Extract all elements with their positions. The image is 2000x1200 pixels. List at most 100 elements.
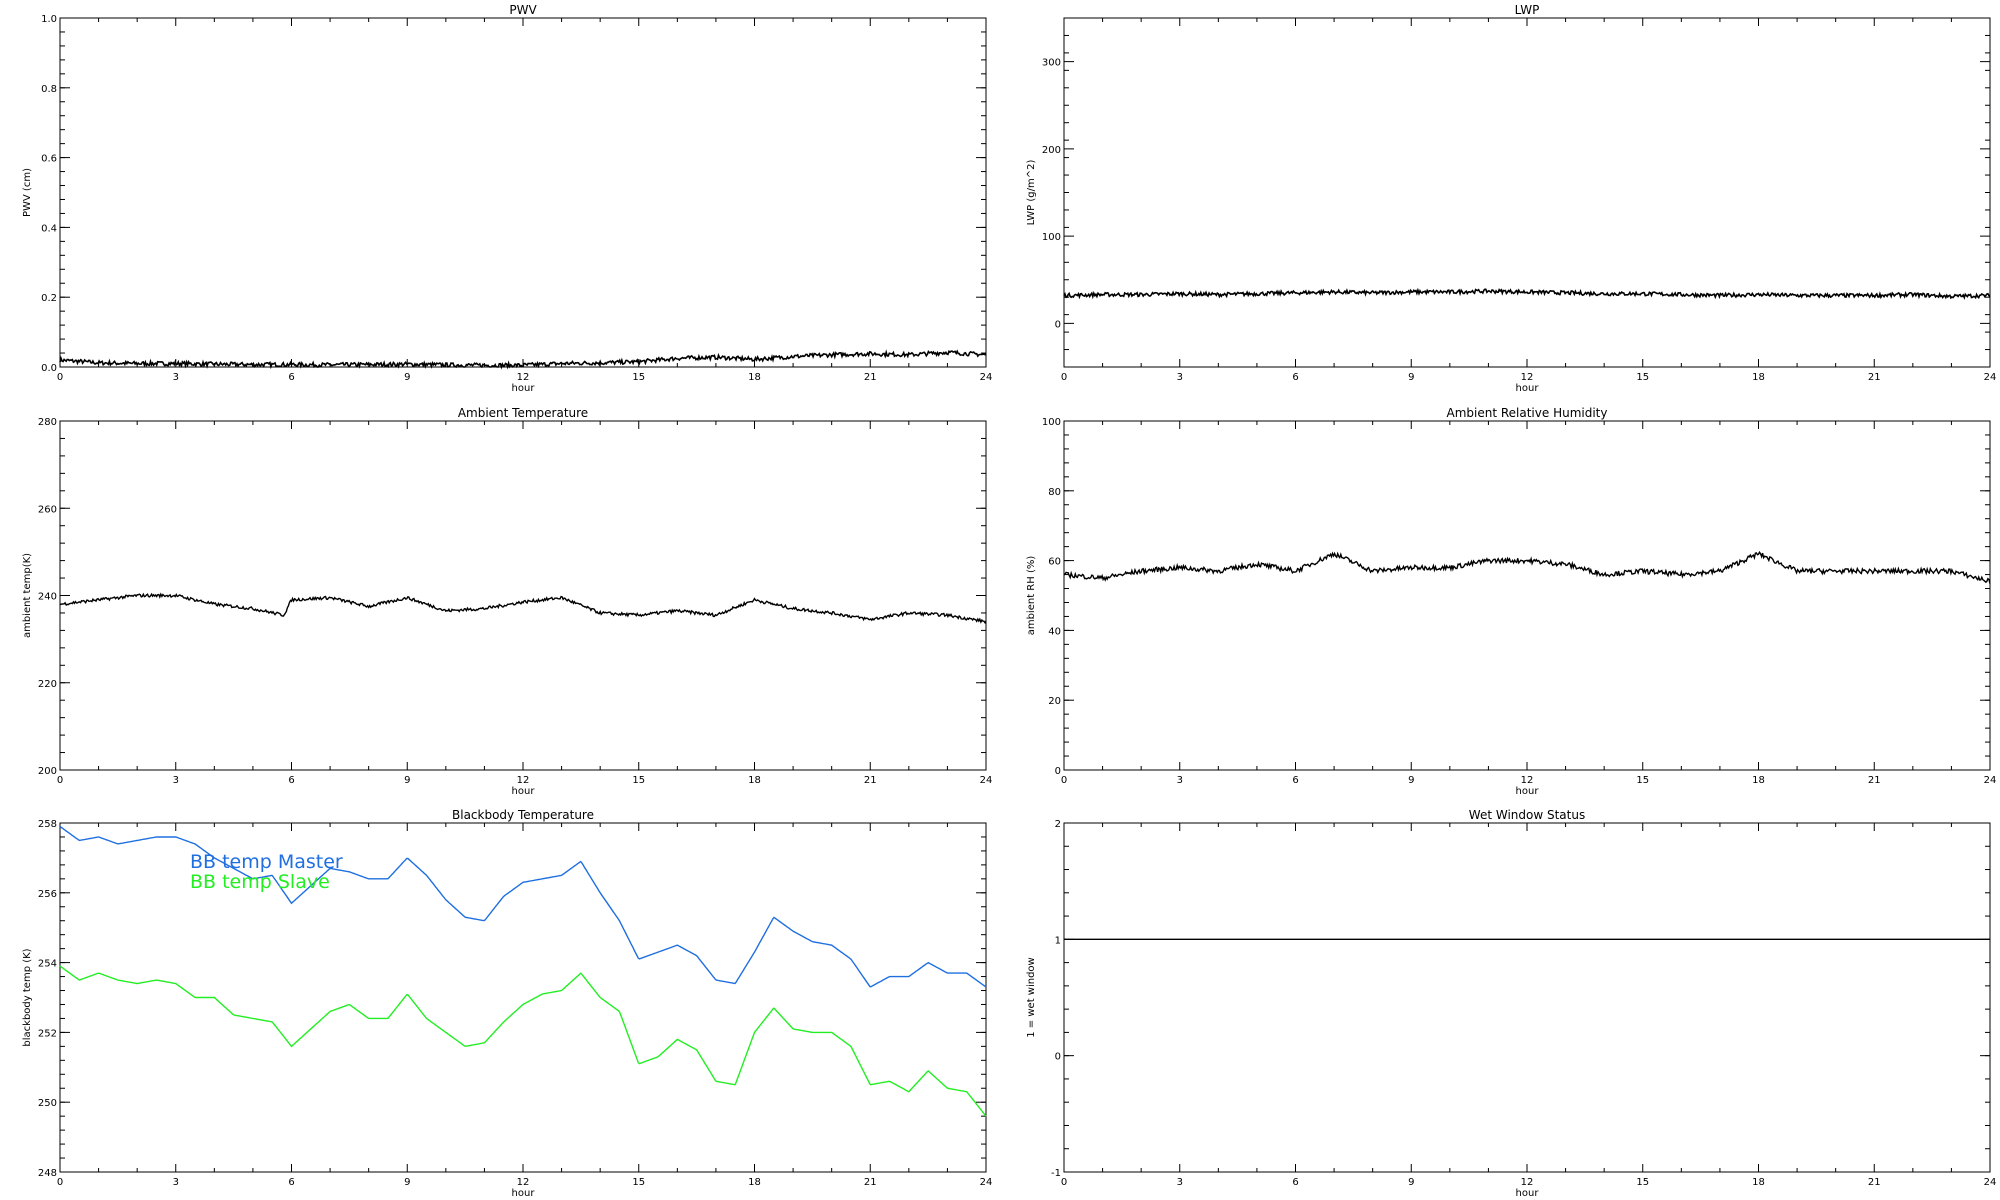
lwp-xtick-label: 12 bbox=[1521, 372, 1534, 383]
wet-window-xtick-label: 12 bbox=[1521, 1177, 1534, 1188]
wet-window-ylabel: 1 = wet window bbox=[1026, 957, 1037, 1037]
lwp-xtick-label: 0 bbox=[1061, 372, 1067, 383]
pwv-ytick-label: 0.0 bbox=[41, 363, 57, 374]
pwv-ytick-label: 0.4 bbox=[41, 223, 57, 234]
lwp-plot-frame bbox=[1063, 17, 1991, 368]
ambient-rh-xtick-label: 9 bbox=[1408, 775, 1414, 786]
pwv-plot-frame bbox=[59, 17, 987, 368]
blackbody-temp-ytick-label: 252 bbox=[38, 1028, 57, 1039]
blackbody-temp-xtick-label: 12 bbox=[517, 1177, 530, 1188]
ambient-rh-panel: Ambient Relative Humidity 0 3 6 9 12 15 18 21 24 h… bbox=[1026, 406, 1996, 797]
wet-window-xtick-label: 3 bbox=[1177, 1177, 1183, 1188]
ambient-temp-xtick-label: 9 bbox=[404, 775, 410, 786]
ambient-temp-ytick-label: 280 bbox=[38, 417, 57, 428]
ambient-temp-ylabel: ambient temp(K) bbox=[22, 553, 33, 638]
pwv-xtick-label: 21 bbox=[864, 372, 877, 383]
ambient-rh-xtick-label: 15 bbox=[1636, 775, 1649, 786]
ambient-rh-ytick-label: 60 bbox=[1048, 557, 1061, 568]
blackbody-temp-ytick-label: 256 bbox=[38, 889, 57, 900]
wet-window-ytick-label: -1 bbox=[1051, 1168, 1061, 1179]
ambient-temp-title: Ambient Temperature bbox=[458, 406, 588, 420]
pwv-xtick-label: 24 bbox=[980, 372, 993, 383]
wet-window-xtick-label: 24 bbox=[1984, 1177, 1997, 1188]
legend-entry-bb-temp-slave: BB temp Slave bbox=[190, 871, 330, 893]
wet-window-ytick-label: 2 bbox=[1055, 819, 1061, 830]
wet-window-xtick-label: 15 bbox=[1636, 1177, 1649, 1188]
ambient-rh-ytick-label: 40 bbox=[1048, 626, 1061, 637]
ambient-temp-xtick-label: 3 bbox=[173, 775, 179, 786]
lwp-ytick-label: 300 bbox=[1042, 58, 1061, 69]
ambient-temp-xtick-label: 24 bbox=[980, 775, 993, 786]
ambient-rh-xtick-label: 6 bbox=[1292, 775, 1298, 786]
ambient-temp-ytick-label: 260 bbox=[38, 504, 57, 515]
blackbody-temp-ytick-label: 250 bbox=[38, 1098, 57, 1109]
blackbody-temp-xtick-label: 9 bbox=[404, 1177, 410, 1188]
ambient-rh-xtick-label: 18 bbox=[1752, 775, 1765, 786]
ambient-rh-plot-frame bbox=[1063, 420, 1991, 771]
ambient-rh-xtick-label: 24 bbox=[1984, 775, 1997, 786]
ambient-temp-panel: Ambient Temperature 0 3 6 9 12 15 18 21 24 hour 200… bbox=[22, 406, 992, 797]
pwv-ytick-label: 0.6 bbox=[41, 154, 57, 165]
blackbody-temp-xtick-label: 24 bbox=[980, 1177, 993, 1188]
pwv-ylabel: PWV (cm) bbox=[22, 168, 33, 217]
wet-window-ytick-label: 0 bbox=[1055, 1052, 1061, 1063]
blackbody-temp-xtick-label: 21 bbox=[864, 1177, 877, 1188]
blackbody-temp-xtick-label: 18 bbox=[748, 1177, 761, 1188]
lwp-ytick-label: 0 bbox=[1055, 319, 1061, 330]
blackbody-temp-ytick-label: 248 bbox=[38, 1168, 57, 1179]
pwv-xtick-label: 6 bbox=[288, 372, 294, 383]
pwv-xtick-label: 15 bbox=[632, 372, 645, 383]
pwv-xtick-label: 3 bbox=[173, 372, 179, 383]
wet-window-plot-frame bbox=[1063, 822, 1991, 1173]
wet-window-xlabel: hour bbox=[1516, 1188, 1540, 1199]
lwp-ytick-label: 200 bbox=[1042, 145, 1061, 156]
pwv-title: PWV bbox=[509, 3, 537, 17]
wet-window-xtick-label: 21 bbox=[1868, 1177, 1881, 1188]
ambient-temp-xtick-label: 12 bbox=[517, 775, 530, 786]
ambient-rh-ytick-label: 100 bbox=[1042, 417, 1061, 428]
pwv-xtick-label: 12 bbox=[517, 372, 530, 383]
wet-window-xtick-label: 9 bbox=[1408, 1177, 1414, 1188]
pwv-xtick-label: 0 bbox=[57, 372, 63, 383]
ambient-rh-ytick-label: 0 bbox=[1055, 766, 1061, 777]
pwv-series-line bbox=[59, 349, 987, 370]
pwv-ytick-label: 0.8 bbox=[41, 84, 57, 95]
pwv-xlabel: hour bbox=[512, 383, 536, 394]
lwp-xtick-label: 15 bbox=[1636, 372, 1649, 383]
blackbody-temp-ytick-label: 258 bbox=[38, 819, 57, 830]
blackbody-temp-xtick-label: 0 bbox=[57, 1177, 63, 1188]
wet-window-xtick-label: 0 bbox=[1061, 1177, 1067, 1188]
ambient-rh-xtick-label: 21 bbox=[1868, 775, 1881, 786]
lwp-xtick-label: 21 bbox=[1868, 372, 1881, 383]
ambient-rh-xlabel: hour bbox=[1516, 786, 1540, 797]
pwv-ytick-label: 0.2 bbox=[41, 293, 57, 304]
ambient-temp-xtick-label: 15 bbox=[632, 775, 645, 786]
lwp-xtick-label: 6 bbox=[1292, 372, 1298, 383]
blackbody-temp-series-line-bb-temp-master bbox=[59, 825, 987, 988]
ambient-rh-title: Ambient Relative Humidity bbox=[1447, 406, 1608, 420]
ambient-temp-ytick-label: 240 bbox=[38, 592, 57, 603]
blackbody-temp-panel: Blackbody Temperature 0 3 6 9 12 15 18 21 24 hour 2… bbox=[22, 808, 992, 1199]
lwp-series-line bbox=[1063, 287, 1991, 300]
blackbody-temp-xtick-label: 6 bbox=[288, 1177, 294, 1188]
ambient-rh-ylabel: ambient RH (%) bbox=[1026, 556, 1037, 636]
lwp-xtick-label: 3 bbox=[1177, 372, 1183, 383]
lwp-xtick-label: 24 bbox=[1984, 372, 1997, 383]
ambient-temp-plot-frame bbox=[59, 420, 987, 771]
ambient-rh-ytick-label: 80 bbox=[1048, 487, 1061, 498]
blackbody-temp-ytick-label: 254 bbox=[38, 959, 57, 970]
blackbody-temp-ylabel: blackbody temp (K) bbox=[22, 948, 33, 1046]
ambient-temp-xtick-label: 6 bbox=[288, 775, 294, 786]
pwv-xtick-label: 9 bbox=[404, 372, 410, 383]
blackbody-temp-xlabel: hour bbox=[512, 1188, 536, 1199]
ambient-temp-xtick-label: 0 bbox=[57, 775, 63, 786]
ambient-temp-xtick-label: 18 bbox=[748, 775, 761, 786]
ambient-temp-xtick-label: 21 bbox=[864, 775, 877, 786]
ambient-rh-ytick-label: 20 bbox=[1048, 696, 1061, 707]
blackbody-temp-title: Blackbody Temperature bbox=[452, 808, 594, 822]
ambient-rh-xtick-label: 12 bbox=[1521, 775, 1534, 786]
pwv-ytick-label: 1.0 bbox=[41, 14, 57, 25]
wet-window-ytick-label: 1 bbox=[1055, 935, 1061, 946]
